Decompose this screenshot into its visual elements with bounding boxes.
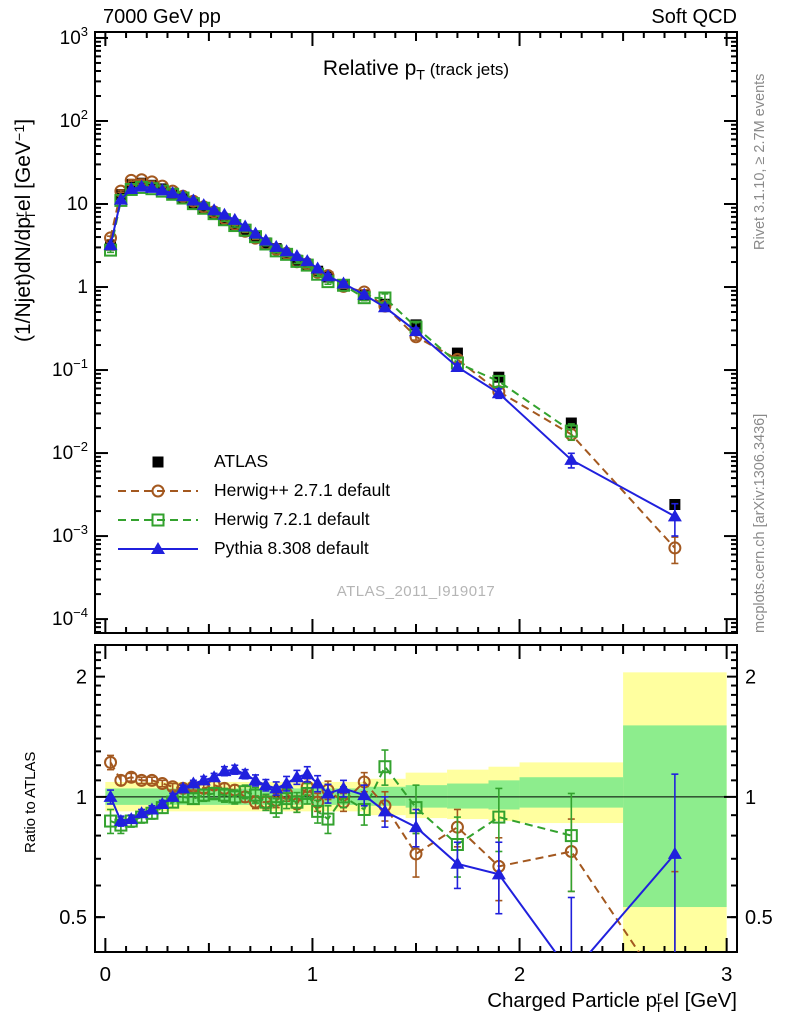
svg-text:10−2: 10−2 xyxy=(52,439,88,464)
svg-text:10−4: 10−4 xyxy=(52,605,88,630)
svg-text:1: 1 xyxy=(77,277,88,298)
atlas-marker-icon xyxy=(116,452,200,472)
legend: ATLAS Herwig++ 2.7.1 default Herwig 7.2.… xyxy=(116,447,390,563)
analysis-id-watermark: ATLAS_2011_I919017 xyxy=(336,583,496,600)
svg-text:0.5: 0.5 xyxy=(745,907,773,929)
svg-text:10−3: 10−3 xyxy=(52,522,88,547)
plot-title: Relative pT (track jets) xyxy=(322,57,510,84)
beam-energy-label: 7000 GeV pp xyxy=(103,6,221,28)
series-pythia-main xyxy=(103,179,682,537)
svg-text:10: 10 xyxy=(67,194,88,215)
legend-item-pythia: Pythia 8.308 default xyxy=(116,534,390,563)
svg-text:3: 3 xyxy=(721,963,732,986)
main-y-axis-title: (1/Njet)dN/dprTel [GeV−1] xyxy=(12,118,39,342)
svg-text:2: 2 xyxy=(745,667,756,689)
svg-text:2: 2 xyxy=(76,667,87,689)
svg-text:2: 2 xyxy=(514,963,525,986)
x-axis-title: Charged Particle prTel [GeV] xyxy=(487,988,737,1015)
svg-text:0.5: 0.5 xyxy=(59,907,87,929)
legend-item-atlas: ATLAS xyxy=(116,447,390,476)
herwig7-marker-icon xyxy=(116,510,200,530)
svg-text:1: 1 xyxy=(76,787,87,809)
ratio-panel-series xyxy=(103,749,682,952)
svg-text:10−1: 10−1 xyxy=(52,356,88,381)
svg-text:102: 102 xyxy=(60,107,88,132)
legend-item-herwig7: Herwig 7.2.1 default xyxy=(116,505,390,534)
mcplots-arxiv-credit: mcplots.cern.ch [arXiv:1306.3436] xyxy=(752,413,768,633)
legend-item-herwigpp: Herwig++ 2.7.1 default xyxy=(116,476,390,505)
series-pythia-ratio xyxy=(103,762,682,952)
rivet-version-credit: Rivet 3.1.10, ≥ 2.7M events xyxy=(752,73,768,250)
svg-text:103: 103 xyxy=(60,24,88,49)
svg-text:0: 0 xyxy=(100,963,111,986)
series-herwig-main xyxy=(104,180,578,441)
svg-text:1: 1 xyxy=(307,963,318,986)
pythia-marker-icon xyxy=(116,539,200,559)
process-group-label: Soft QCD xyxy=(651,6,737,28)
ratio-y-axis-title: Ratio to ATLAS xyxy=(22,751,39,853)
main-panel-series xyxy=(103,173,682,565)
svg-text:1: 1 xyxy=(745,787,756,809)
herwigpp-marker-icon xyxy=(116,481,200,501)
